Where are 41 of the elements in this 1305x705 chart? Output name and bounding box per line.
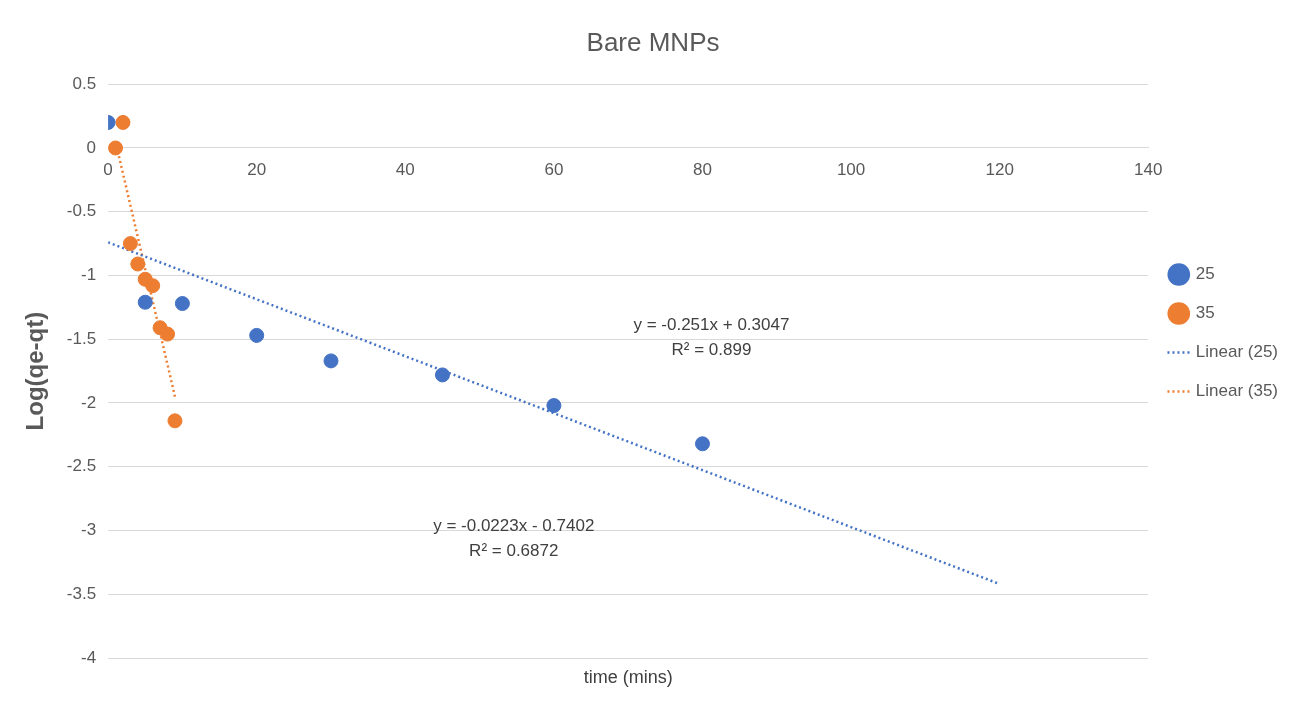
x-tick-label: 20 bbox=[247, 159, 267, 179]
point bbox=[167, 413, 183, 429]
y-tick-label: 0.5 bbox=[72, 73, 97, 93]
x-tick-label: 140 bbox=[1134, 159, 1163, 179]
y-tick-label: -1.5 bbox=[66, 328, 97, 348]
annotation: y = -0.251x + 0.3047 R² = 0.899 bbox=[633, 314, 790, 359]
point bbox=[323, 353, 339, 369]
point bbox=[145, 278, 161, 294]
y-tick-label: -3 bbox=[80, 520, 97, 540]
point bbox=[137, 294, 153, 310]
y-tick-label: -2.5 bbox=[66, 456, 97, 476]
point bbox=[160, 326, 176, 342]
point bbox=[249, 327, 265, 343]
y-axis-title: Log(qe-qt) bbox=[21, 311, 49, 431]
annotation: y = -0.0223x - 0.7402 R² = 0.6872 bbox=[433, 515, 595, 560]
point bbox=[174, 296, 190, 312]
y-tick-label: -3.5 bbox=[66, 583, 97, 603]
y-tick-label: -0.5 bbox=[66, 201, 97, 221]
legend-label: Linear (25) bbox=[1195, 342, 1279, 362]
x-tick-label: 40 bbox=[395, 159, 415, 179]
point bbox=[122, 236, 138, 252]
point bbox=[434, 367, 450, 383]
x-tick-label: 120 bbox=[985, 159, 1014, 179]
x-tick-label: 0 bbox=[103, 159, 113, 179]
point bbox=[694, 436, 710, 452]
y-tick-label: -2 bbox=[80, 392, 97, 412]
legend-label: 25 bbox=[1195, 264, 1215, 284]
y-tick-label: -4 bbox=[80, 647, 97, 667]
point bbox=[546, 398, 562, 414]
x-tick-label: 80 bbox=[693, 159, 712, 179]
chart-title: Bare MNPs bbox=[586, 26, 720, 57]
legend-label: 35 bbox=[1195, 303, 1215, 323]
x-axis-title: time (mins) bbox=[583, 666, 673, 687]
y-tick-label: -1 bbox=[80, 265, 97, 285]
x-tick-label: 60 bbox=[544, 159, 564, 179]
y-tick-label: 0 bbox=[86, 137, 97, 157]
point bbox=[115, 114, 131, 130]
point bbox=[108, 140, 124, 156]
legend-label: Linear (35) bbox=[1195, 381, 1279, 401]
x-tick-label: 100 bbox=[836, 159, 866, 179]
point bbox=[130, 256, 146, 272]
